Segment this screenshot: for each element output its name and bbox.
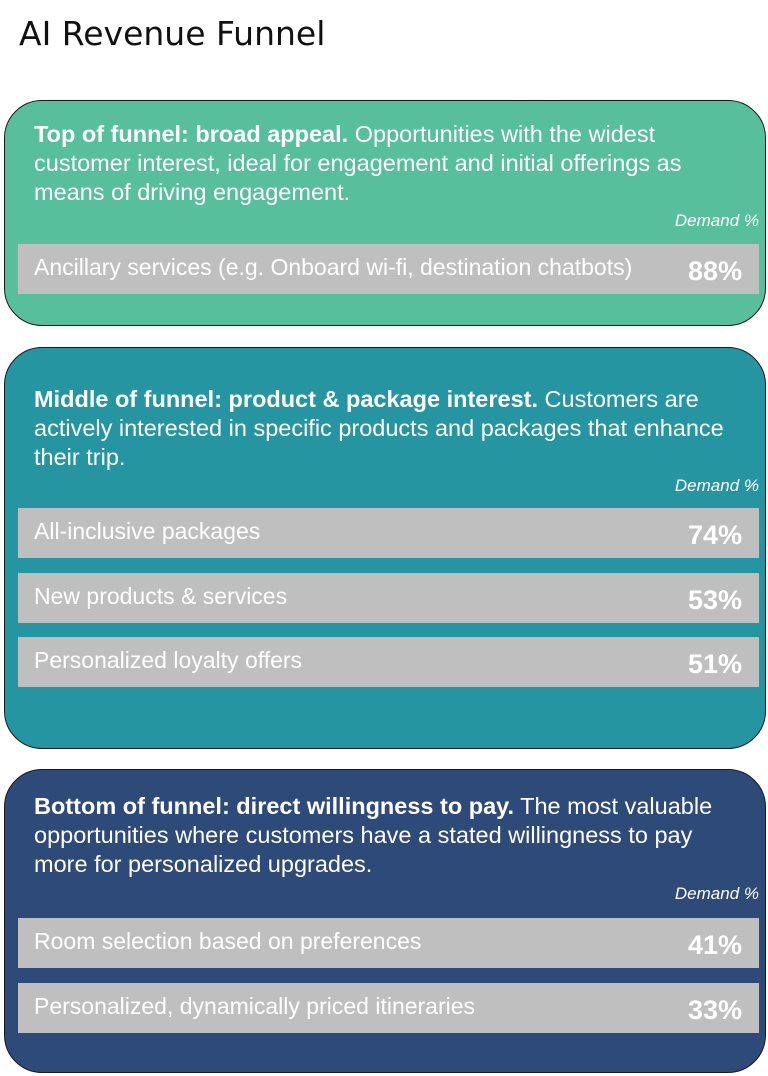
stage-heading: Bottom of funnel: direct willingness to … <box>34 793 515 819</box>
stage-description: Middle of funnel: product & package inte… <box>34 385 744 472</box>
funnel-stage-bottom: Bottom of funnel: direct willingness to … <box>4 769 766 1073</box>
item-label: New products & services <box>34 583 288 609</box>
funnel-item-row: All-inclusive packages 74% <box>18 508 759 558</box>
stage-heading: Middle of funnel: product & package inte… <box>34 386 538 412</box>
funnel-item-row: Ancillary services (e.g. Onboard wi-fi, … <box>18 244 759 294</box>
item-label: All-inclusive packages <box>34 518 261 544</box>
item-label: Personalized loyalty offers <box>34 647 303 673</box>
item-demand-value: 51% <box>687 649 742 679</box>
item-label: Room selection based on preferences <box>34 928 422 954</box>
funnel-item-row: New products & services 53% <box>18 573 759 623</box>
funnel-item-row: Personalized loyalty offers 51% <box>18 637 759 687</box>
item-label: Personalized, dynamically priced itinera… <box>34 993 476 1019</box>
demand-label: Demand % <box>674 211 759 230</box>
item-demand-value: 74% <box>687 520 742 550</box>
item-demand-value: 41% <box>687 930 742 960</box>
item-label: Ancillary services (e.g. Onboard wi-fi, … <box>34 254 633 280</box>
stage-body: Opportunities with the widest customer i… <box>34 121 682 205</box>
demand-label: Demand % <box>674 476 759 495</box>
demand-label: Demand % <box>674 884 759 903</box>
stage-body: The most valuable opportunities where cu… <box>34 793 713 877</box>
funnel-item-row: Personalized, dynamically priced itinera… <box>18 983 759 1033</box>
item-demand-value: 88% <box>687 256 742 286</box>
stage-description: Top of funnel: broad appeal. Opportuniti… <box>34 120 744 207</box>
page-title: AI Revenue Funnel <box>19 14 326 53</box>
stage-description: Bottom of funnel: direct willingness to … <box>34 792 744 879</box>
funnel-stage-top: Top of funnel: broad appeal. Opportuniti… <box>4 100 766 326</box>
item-demand-value: 53% <box>687 585 742 615</box>
stage-body: Customers are actively interested in spe… <box>34 386 724 470</box>
stage-heading: Top of funnel: broad appeal. <box>34 121 349 147</box>
funnel-item-row: Room selection based on preferences 41% <box>18 918 759 968</box>
item-demand-value: 33% <box>687 995 742 1025</box>
funnel-stage-middle: Middle of funnel: product & package inte… <box>4 347 766 749</box>
